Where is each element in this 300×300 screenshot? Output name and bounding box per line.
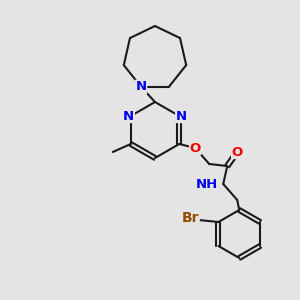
Text: N: N bbox=[136, 80, 147, 93]
Text: N: N bbox=[176, 110, 187, 122]
Text: NH: NH bbox=[196, 178, 218, 190]
Text: N: N bbox=[123, 110, 134, 122]
Text: O: O bbox=[190, 142, 201, 154]
Text: O: O bbox=[232, 146, 243, 158]
Text: Br: Br bbox=[182, 211, 199, 225]
